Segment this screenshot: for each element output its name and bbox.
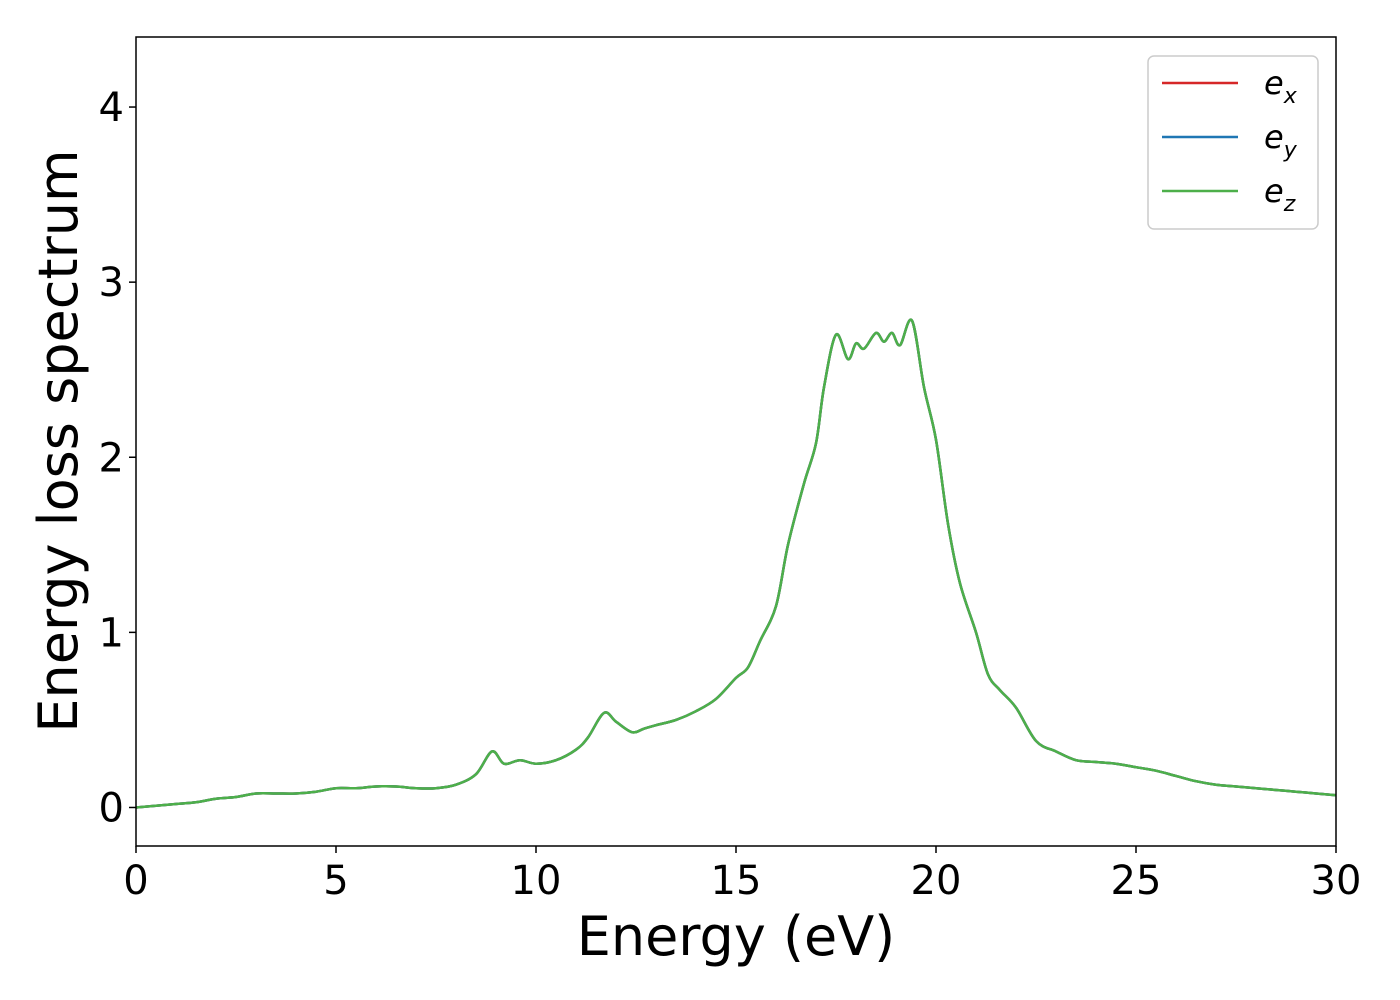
- legend-label: ey: [1264, 118, 1298, 163]
- x-tick-label: 5: [323, 858, 348, 904]
- legend-box: [1147, 55, 1319, 230]
- series-line-e-y: [135, 318, 1337, 809]
- legend-label-subscript: y: [1283, 138, 1298, 163]
- x-tick-label: 25: [1111, 858, 1162, 904]
- y-axis-title: Energy loss spectrum: [27, 149, 90, 732]
- x-axis-title: Energy (eV): [577, 905, 896, 968]
- y-tick-label: 3: [99, 260, 124, 306]
- y-tick-label: 2: [99, 435, 124, 481]
- series-line-e-z: [135, 318, 1337, 809]
- legend-label-base: e: [1264, 118, 1284, 156]
- legend-label-base: e: [1264, 64, 1284, 102]
- y-axis-ticks: 0 1 2 3 4: [99, 85, 136, 831]
- x-tick-label: 0: [123, 858, 148, 904]
- x-tick-label: 20: [911, 858, 962, 904]
- x-axis-ticks: 0 5 10 15 20 25 30: [123, 846, 1361, 904]
- x-tick-label: 15: [711, 858, 762, 904]
- y-tick-label: 0: [99, 785, 124, 831]
- x-tick-label: 10: [511, 858, 562, 904]
- series-line-e-x: [135, 318, 1337, 809]
- legend-label: ez: [1264, 172, 1296, 217]
- legend-label-base: e: [1264, 172, 1284, 210]
- x-tick-label: 30: [1311, 858, 1362, 904]
- legend-label: ex: [1264, 64, 1298, 109]
- y-tick-label: 4: [99, 85, 124, 131]
- y-tick-label: 1: [99, 610, 124, 656]
- legend-label-subscript: z: [1283, 192, 1296, 217]
- plot-lines: [135, 318, 1337, 809]
- legend-label-subscript: x: [1283, 84, 1298, 109]
